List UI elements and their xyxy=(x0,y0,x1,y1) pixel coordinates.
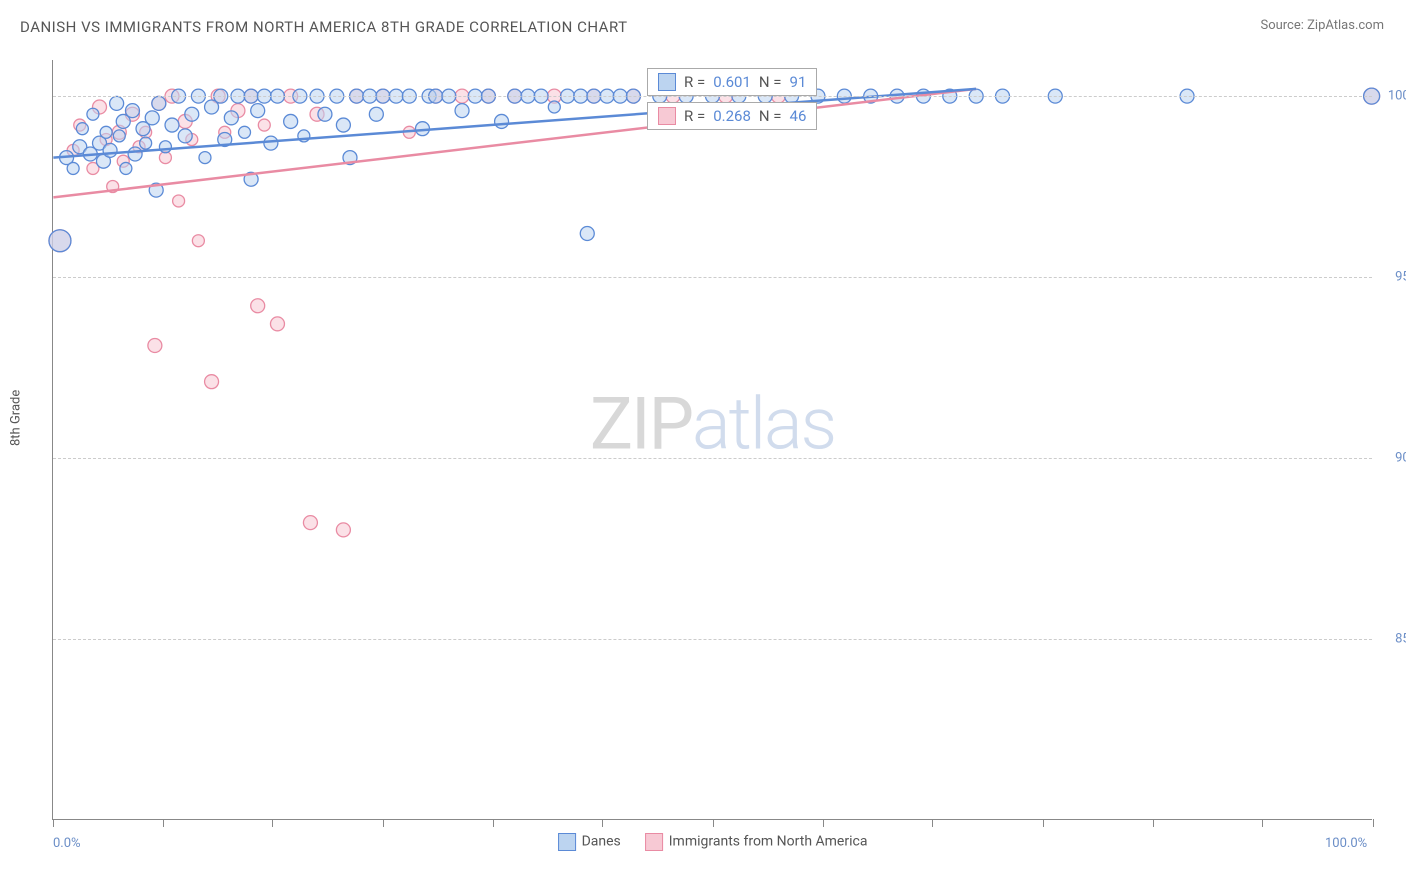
y-tick-label: 90.0% xyxy=(1395,451,1406,466)
legend-label-1: Danes xyxy=(582,834,621,850)
n-label: N = xyxy=(759,107,782,125)
r-value-1: 0.601 xyxy=(713,73,751,91)
chart-title: DANISH VS IMMIGRANTS FROM NORTH AMERICA … xyxy=(20,18,628,36)
scatter-svg xyxy=(53,60,1372,819)
stats-swatch-pink xyxy=(658,107,676,125)
source-label: Source: ZipAtlas.com xyxy=(1260,18,1384,33)
plot-area: ZIPatlas R = 0.601 N = 91 R = 0.268 N = … xyxy=(52,60,1372,820)
legend-swatch-pink xyxy=(645,833,663,851)
stats-box-series2: R = 0.268 N = 46 xyxy=(647,102,817,130)
legend-item-1: Danes xyxy=(558,833,621,851)
legend-swatch-blue xyxy=(558,833,576,851)
x-tick-label: 0.0% xyxy=(53,836,81,851)
y-tick-label: 85.0% xyxy=(1395,632,1406,647)
x-tick-label: 100.0% xyxy=(1325,836,1367,851)
r-label: R = xyxy=(684,107,705,125)
n-label: N = xyxy=(759,73,782,91)
n-value-2: 46 xyxy=(790,107,807,125)
legend: Danes Immigrants from North America xyxy=(558,833,868,851)
legend-label-2: Immigrants from North America xyxy=(669,834,868,850)
y-axis-title: 8th Grade xyxy=(9,390,24,446)
stats-swatch-blue xyxy=(658,73,676,91)
legend-item-2: Immigrants from North America xyxy=(645,833,868,851)
r-label: R = xyxy=(684,73,705,91)
y-tick-label: 95.0% xyxy=(1395,270,1406,285)
y-tick-label: 100.0% xyxy=(1388,89,1406,104)
n-value-1: 91 xyxy=(790,73,807,91)
stats-box-series1: R = 0.601 N = 91 xyxy=(647,68,817,96)
r-value-2: 0.268 xyxy=(713,107,751,125)
